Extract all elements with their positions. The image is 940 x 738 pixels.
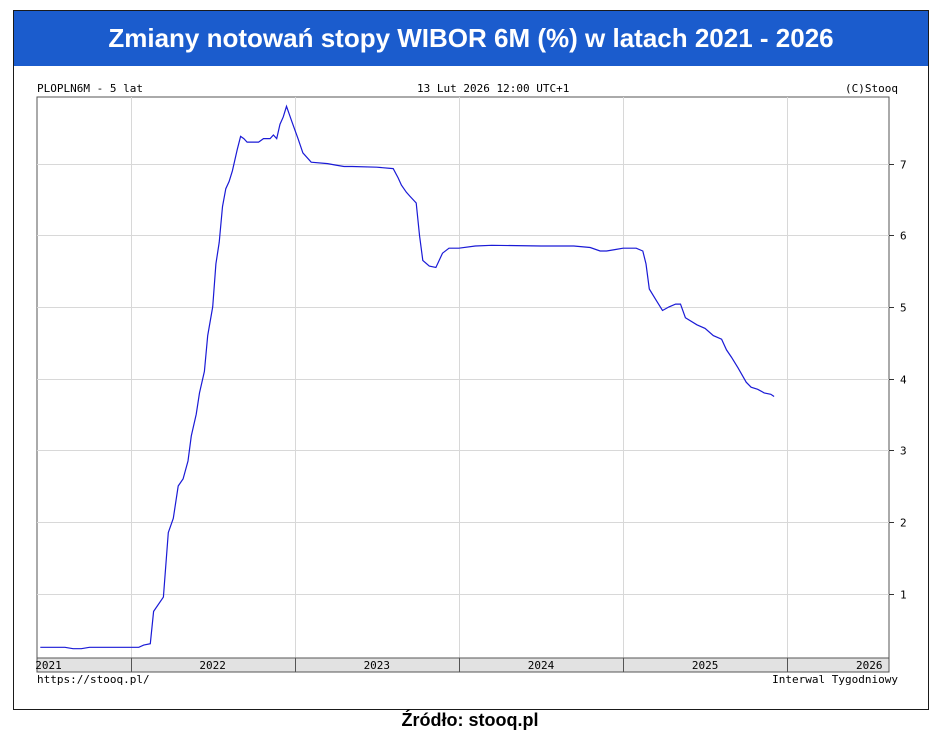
y-tick-label: 1 <box>900 589 907 602</box>
plot-area <box>36 96 890 659</box>
x-tick-label: 2026 <box>856 659 883 672</box>
y-tick-label: 3 <box>900 445 907 458</box>
x-tick-label: 2023 <box>364 659 391 672</box>
x-axis-strip <box>36 657 890 673</box>
x-tick-label: 2024 <box>528 659 555 672</box>
symbol-label: PLOPLN6M - 5 lat <box>37 82 143 95</box>
x-tick-label: 2022 <box>199 659 226 672</box>
y-tick-label: 6 <box>900 230 907 243</box>
y-tick-label: 7 <box>900 159 907 172</box>
source-url-link[interactable]: https://stooq.pl/ <box>37 673 150 686</box>
datetime-label: 13 Lut 2026 12:00 UTC+1 <box>417 82 570 95</box>
copyright-label: (C)Stooq <box>845 82 898 95</box>
y-tick-label: 4 <box>900 374 907 387</box>
chart-title: Zmiany notowań stopy WIBOR 6M (%) w lata… <box>14 11 928 66</box>
x-tick-label: 2021 <box>35 659 62 672</box>
wibor-series-line <box>40 104 775 650</box>
y-tick-label: 5 <box>900 302 907 315</box>
x-tick-label: 2025 <box>692 659 719 672</box>
y-tick-label: 2 <box>900 517 907 530</box>
source-caption: Źródło: stooq.pl <box>401 710 539 730</box>
interval-label: Interwal Tygodniowy <box>772 673 898 686</box>
